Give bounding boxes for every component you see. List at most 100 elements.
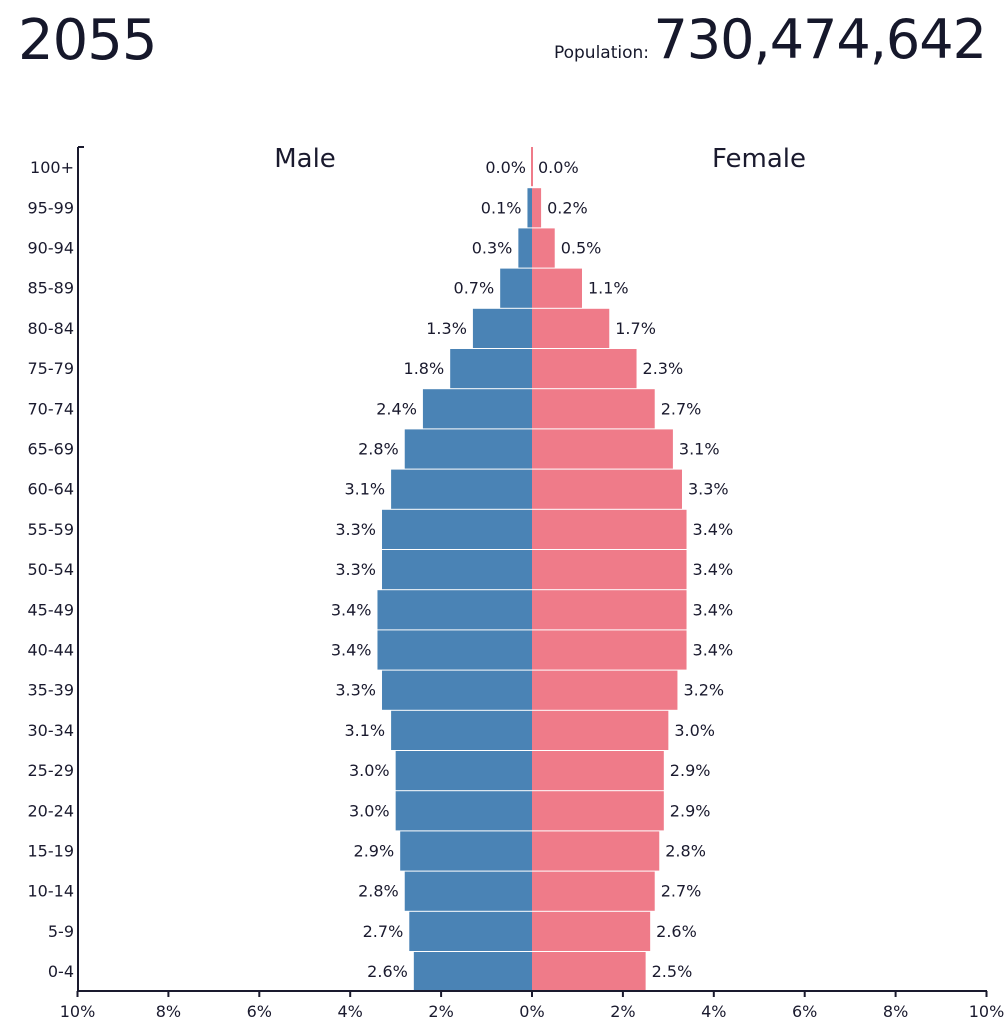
- x-tick-label: 0%: [519, 1002, 544, 1019]
- female-value-label: 3.0%: [674, 721, 715, 740]
- male-bar: [382, 670, 532, 710]
- male-value-label: 3.4%: [331, 600, 372, 619]
- female-bar: [532, 268, 582, 308]
- male-bar: [382, 509, 532, 549]
- female-value-label: 3.4%: [693, 560, 734, 579]
- male-bar: [395, 751, 532, 791]
- female-bar: [532, 550, 687, 590]
- female-bar: [532, 791, 664, 831]
- female-value-label: 1.7%: [615, 319, 656, 338]
- age-group-label: 50-54: [28, 560, 75, 579]
- x-tick-label: 4%: [338, 1002, 363, 1019]
- x-tick-label: 6%: [247, 1002, 272, 1019]
- male-value-label: 2.8%: [358, 440, 399, 459]
- male-bar: [391, 469, 532, 509]
- female-series-title: Female: [712, 144, 806, 174]
- age-group-label: 20-24: [28, 801, 75, 820]
- female-bar: [532, 952, 646, 992]
- male-bar: [422, 389, 532, 429]
- female-value-label: 2.9%: [670, 761, 711, 780]
- male-bar: [409, 911, 532, 951]
- age-group-label: 10-14: [28, 882, 75, 901]
- age-group-label: 25-29: [28, 761, 75, 780]
- female-bar: [532, 228, 555, 268]
- age-group-label: 30-34: [28, 721, 75, 740]
- female-value-label: 0.2%: [547, 198, 588, 217]
- female-bar: [532, 590, 687, 630]
- male-value-label: 2.7%: [363, 922, 404, 941]
- female-bar: [532, 509, 687, 549]
- male-bar: [404, 429, 532, 469]
- female-bar: [532, 389, 655, 429]
- female-value-label: 1.1%: [588, 279, 629, 298]
- female-value-label: 3.1%: [679, 440, 720, 459]
- male-bar: [500, 268, 532, 308]
- male-value-label: 1.3%: [426, 319, 467, 338]
- female-value-label: 2.3%: [643, 359, 684, 378]
- female-value-label: 3.3%: [688, 480, 729, 499]
- female-bar: [532, 469, 682, 509]
- male-bar: [450, 349, 532, 389]
- male-series-title: Male: [274, 144, 336, 174]
- male-value-label: 0.7%: [454, 279, 495, 298]
- female-value-label: 2.9%: [670, 801, 711, 820]
- male-value-label: 3.1%: [344, 480, 385, 499]
- male-value-label: 1.8%: [404, 359, 445, 378]
- female-bar: [532, 670, 678, 710]
- x-tick-label: 6%: [792, 1002, 817, 1019]
- age-group-label: 35-39: [28, 681, 75, 700]
- female-bar: [532, 911, 651, 951]
- population-label: Population:: [553, 43, 649, 63]
- population-summary: Population: 730,474,642: [553, 8, 987, 71]
- age-group-label: 75-79: [28, 359, 75, 378]
- x-tick-label: 10%: [969, 1002, 1005, 1019]
- x-tick-label: 4%: [701, 1002, 726, 1019]
- male-bar: [395, 791, 532, 831]
- male-bar: [404, 871, 532, 911]
- female-bar: [532, 871, 655, 911]
- male-value-label: 2.8%: [358, 882, 399, 901]
- female-bar: [532, 188, 542, 228]
- x-tick-label: 2%: [610, 1002, 635, 1019]
- age-group-label: 90-94: [28, 239, 75, 258]
- age-group-label: 55-59: [28, 520, 75, 539]
- female-value-label: 2.6%: [656, 922, 697, 941]
- age-group-label: 0-4: [48, 962, 74, 981]
- male-value-label: 0.3%: [472, 239, 513, 258]
- male-value-label: 3.3%: [335, 520, 376, 539]
- female-bar: [532, 751, 664, 791]
- population-value: 730,474,642: [653, 8, 987, 71]
- female-bar: [532, 710, 669, 750]
- male-value-label: 2.9%: [354, 842, 395, 861]
- age-group-label: 95-99: [28, 198, 75, 217]
- age-group-label: 100+: [30, 158, 74, 177]
- age-group-label: 40-44: [28, 641, 75, 660]
- female-bar: [532, 630, 687, 670]
- male-value-label: 2.4%: [376, 399, 417, 418]
- male-value-label: 3.4%: [331, 641, 372, 660]
- male-bar: [400, 831, 532, 871]
- age-group-label: 85-89: [28, 279, 75, 298]
- female-value-label: 3.4%: [693, 520, 734, 539]
- x-tick-label: 8%: [883, 1002, 908, 1019]
- female-value-label: 0.5%: [561, 239, 602, 258]
- female-value-label: 2.7%: [661, 882, 702, 901]
- male-value-label: 0.1%: [481, 198, 522, 217]
- male-bar: [413, 952, 532, 992]
- male-bar: [377, 590, 532, 630]
- male-value-label: 3.3%: [335, 681, 376, 700]
- male-bar: [472, 308, 532, 348]
- male-value-label: 3.1%: [344, 721, 385, 740]
- age-group-label: 15-19: [28, 842, 75, 861]
- age-group-label: 60-64: [28, 480, 75, 499]
- female-value-label: 3.2%: [683, 681, 724, 700]
- male-bar: [377, 630, 532, 670]
- male-value-label: 2.6%: [367, 962, 408, 981]
- female-bar: [532, 831, 660, 871]
- age-group-label: 70-74: [28, 399, 75, 418]
- age-group-label: 80-84: [28, 319, 75, 338]
- age-group-label: 5-9: [48, 922, 74, 941]
- x-tick-label: 2%: [428, 1002, 453, 1019]
- x-tick-label: 10%: [60, 1002, 96, 1019]
